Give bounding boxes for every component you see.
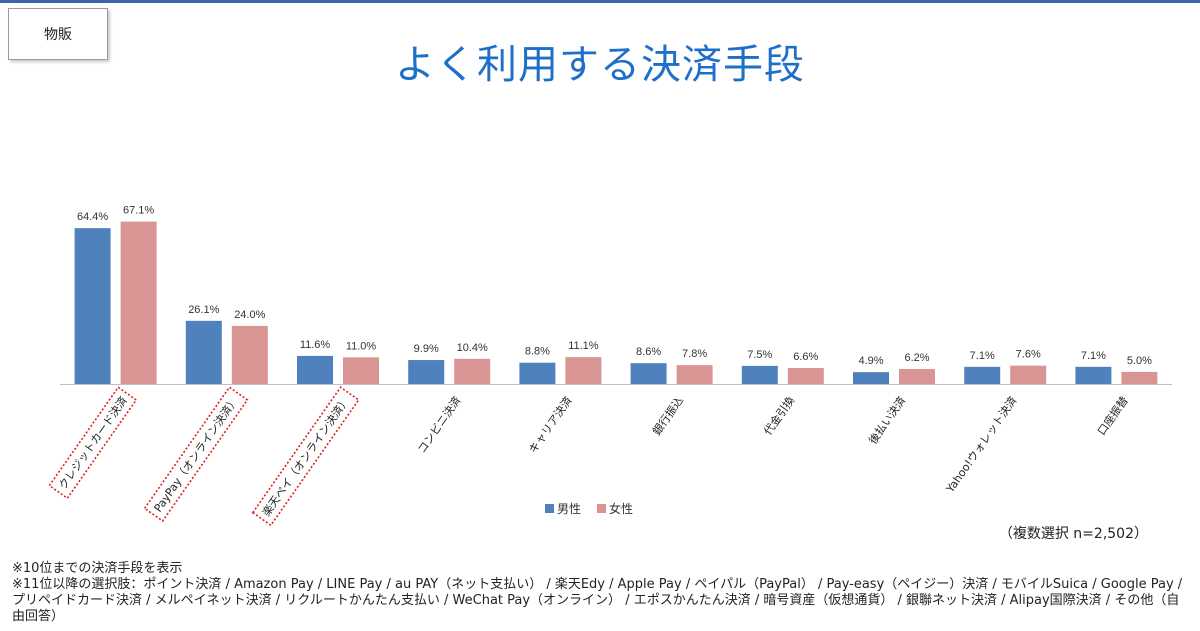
bar-male-4 <box>519 362 556 384</box>
footnotes: ※10位までの決済手段を表示 ※11位以降の選択肢：ポイント決済 / Amazo… <box>12 561 1192 625</box>
footnote-line-1: ※10位までの決済手段を表示 <box>12 561 183 576</box>
data-label-female-2: 11.0% <box>346 340 377 352</box>
bar-female-9 <box>1121 371 1158 384</box>
bar-male-3 <box>408 360 445 384</box>
category-label-5: 銀行振込 <box>649 394 686 438</box>
data-label-male-6: 7.5% <box>747 349 772 361</box>
category-tag: 物販 <box>8 8 108 60</box>
legend-label-male: 男性 <box>557 502 581 516</box>
bar-male-9 <box>1075 366 1112 384</box>
legend-swatch-male <box>545 504 554 513</box>
bar-female-8 <box>1010 365 1047 384</box>
category-label-2: 楽天ペイ（オンライン決済） <box>259 394 352 519</box>
bar-female-3 <box>454 358 491 384</box>
category-label-3: コンビニ決済 <box>414 394 463 456</box>
data-label-female-9: 5.0% <box>1127 355 1152 367</box>
bar-male-1 <box>185 320 222 384</box>
category-label-7: 後払い決済 <box>865 394 908 447</box>
highlight-box-2 <box>251 386 360 527</box>
data-label-male-5: 8.6% <box>636 346 661 358</box>
data-label-female-5: 7.8% <box>682 348 707 360</box>
data-label-female-1: 24.0% <box>234 309 265 321</box>
page-title: よく利用する決済手段 <box>395 42 805 88</box>
data-label-male-3: 9.9% <box>414 343 439 355</box>
data-label-female-4: 11.1% <box>568 340 599 352</box>
bar-male-6 <box>741 365 778 384</box>
bar-male-8 <box>964 366 1001 384</box>
data-label-female-0: 67.1% <box>123 205 154 217</box>
sample-note: （複数選択 n=2,502） <box>998 526 1148 542</box>
data-label-female-6: 6.6% <box>793 351 818 363</box>
bar-male-7 <box>853 372 889 384</box>
bar-female-2 <box>343 357 379 384</box>
data-label-female-7: 6.2% <box>904 352 929 364</box>
data-label-male-0: 64.4% <box>77 211 108 223</box>
bar-female-0 <box>120 221 157 384</box>
bar-male-5 <box>630 363 667 384</box>
data-label-male-4: 8.8% <box>525 346 550 358</box>
highlight-box-1 <box>143 386 249 523</box>
highlight-box-0 <box>48 386 138 500</box>
category-label-9: 口座振替 <box>1094 394 1131 438</box>
category-label-4: キャリア決済 <box>526 394 575 456</box>
bar-female-1 <box>231 325 268 384</box>
bar-female-4 <box>565 357 602 384</box>
data-label-male-9: 7.1% <box>1081 350 1106 362</box>
footnote-line-2: ※11位以降の選択肢：ポイント決済 / Amazon Pay / LINE Pa… <box>12 577 1183 624</box>
legend-label-female: 女性 <box>609 501 633 516</box>
data-label-female-3: 10.4% <box>457 342 488 354</box>
data-label-male-2: 11.6% <box>300 339 331 351</box>
data-label-male-8: 7.1% <box>970 350 995 362</box>
header-rule <box>0 0 1200 3</box>
bar-male-2 <box>297 355 333 384</box>
data-label-male-7: 4.9% <box>858 355 883 367</box>
category-label-1: PayPay（オンライン決済） <box>151 394 241 515</box>
bar-female-6 <box>787 368 824 384</box>
category-label-8: Yahoo!ウォレット決済 <box>942 394 1019 496</box>
category-label-0: クレジットカード決済 <box>55 394 130 492</box>
data-label-male-1: 26.1% <box>188 304 219 316</box>
data-label-female-8: 7.6% <box>1016 349 1041 361</box>
bar-female-7 <box>899 368 935 384</box>
bar-male-0 <box>74 228 111 384</box>
category-label-6: 代金引換 <box>761 394 798 438</box>
legend-swatch-female <box>597 504 606 513</box>
bar-female-5 <box>676 365 713 384</box>
